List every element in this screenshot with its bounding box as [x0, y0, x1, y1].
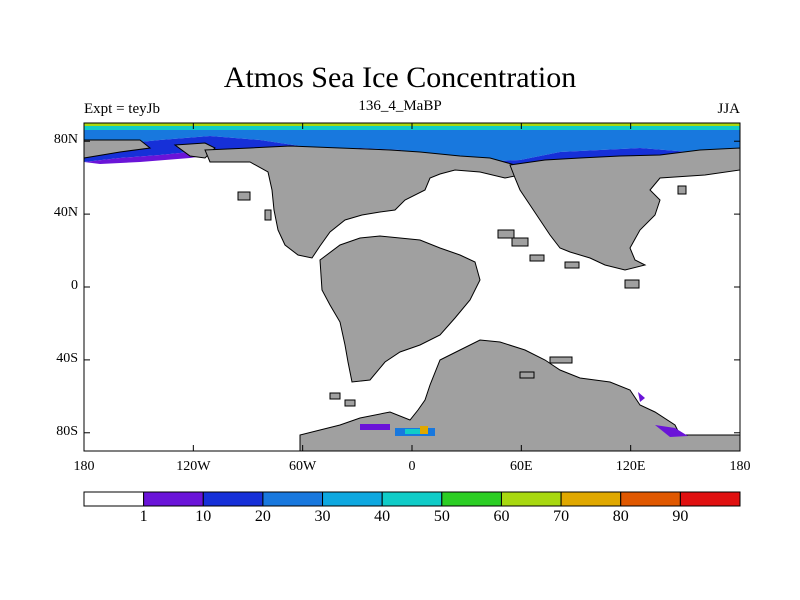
colorbar-label: 1: [139, 508, 148, 525]
colorbar-swatch: [322, 491, 383, 507]
ice-patch-east-small: [638, 392, 645, 402]
chart-title: Atmos Sea Ice Concentration: [223, 61, 577, 94]
island-2: [264, 209, 272, 221]
colorbar-label: 90: [672, 508, 689, 525]
x-tick-label: 60E: [510, 459, 533, 474]
island-3: [329, 392, 341, 400]
y-tick-label: 80N: [53, 132, 78, 148]
y-tick-label: 40N: [53, 205, 78, 221]
map-plot-area: [83, 122, 741, 452]
colorbar-swatch: [500, 491, 562, 507]
colorbar-swatch: [441, 491, 502, 507]
colorbar-label: 20: [254, 508, 271, 525]
island-10: [497, 229, 515, 239]
colorbar-swatch: [560, 491, 622, 507]
y-tick-label: 0: [71, 278, 78, 293]
island-1: [237, 191, 251, 201]
x-tick-label: 120E: [615, 459, 646, 474]
colorbar-swatch: [83, 491, 145, 507]
land-west-gondwana: [319, 235, 481, 383]
colorbar-swatch: [620, 491, 681, 507]
colorbar-swatch: [679, 491, 741, 507]
x-tick-label: 60W: [289, 459, 317, 474]
x-tick-label: 180: [729, 459, 751, 474]
island-5: [549, 356, 573, 364]
colorbar-label: 10: [195, 508, 212, 525]
x-tick-label: 180: [73, 459, 95, 474]
island-8: [624, 279, 640, 289]
ice-patch-east: [655, 425, 688, 437]
colorbar-label: 60: [493, 508, 510, 525]
colorbar-label: 30: [314, 508, 331, 525]
y-tick-label: 40S: [56, 350, 78, 366]
colorbar: [83, 491, 741, 507]
colorbar-label: 80: [612, 508, 629, 525]
ice-patch-south-core: [420, 426, 428, 434]
land-masses: [83, 139, 741, 452]
colorbar-swatch: [381, 491, 443, 507]
island-9: [677, 185, 687, 195]
colorbar-swatch: [262, 491, 324, 507]
island-4: [344, 399, 356, 407]
ice-patch-south-inner: [405, 429, 427, 434]
colorbar-label: 40: [374, 508, 391, 525]
y-tick-label: 80S: [56, 423, 78, 439]
land-laurasia-west: [204, 145, 521, 259]
island-6: [519, 371, 535, 379]
x-tick-label: 120W: [176, 459, 211, 474]
period-label: 136_4_MaBP: [358, 98, 442, 114]
experiment-label: Expt = teyJb: [84, 101, 160, 117]
ice-band-30: [84, 130, 740, 162]
ice-patch-weddell: [360, 424, 390, 430]
island-12: [529, 254, 545, 262]
colorbar-label: 50: [433, 508, 450, 525]
island-11: [511, 237, 529, 247]
x-tick-label: 0: [408, 459, 416, 474]
colorbar-label: 70: [553, 508, 570, 525]
map-axes: [83, 123, 741, 451]
colorbar-swatch: [202, 491, 264, 507]
land-laurasia-east: [509, 147, 741, 271]
antarctic-sea-ice: [360, 392, 688, 437]
season-label: JJA: [717, 101, 740, 117]
island-7: [564, 261, 580, 269]
colorbar-swatch: [143, 491, 204, 507]
